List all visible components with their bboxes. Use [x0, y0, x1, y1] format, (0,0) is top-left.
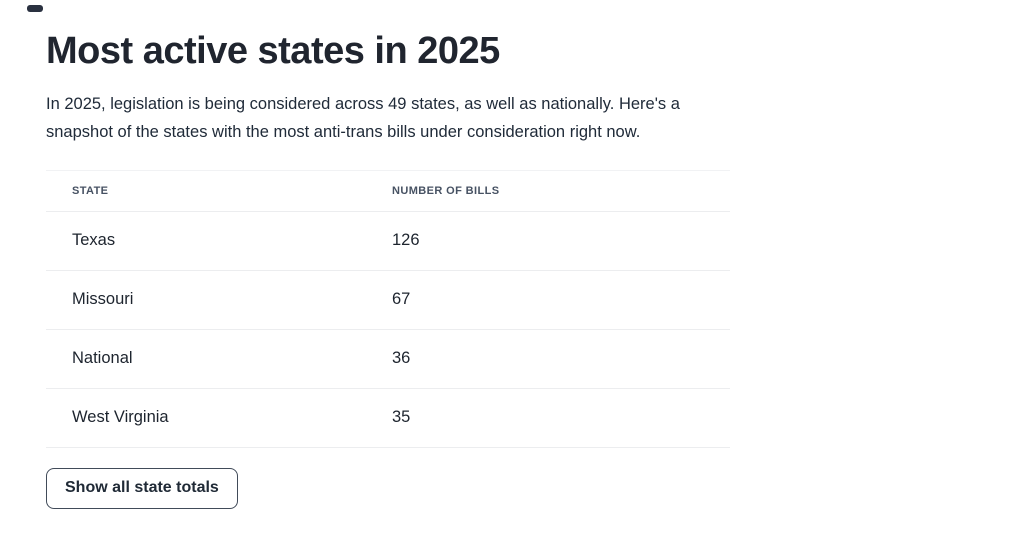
- state-bills-table: STATE NUMBER OF BILLS Texas 126 Missouri…: [46, 169, 730, 448]
- state-name-cell: West Virginia: [72, 408, 169, 427]
- intro-paragraph: In 2025, legislation is being considered…: [46, 90, 730, 146]
- bill-count-cell: 36: [392, 349, 411, 368]
- table-header-row: STATE NUMBER OF BILLS: [46, 171, 730, 211]
- page-title: Most active states in 2025: [46, 30, 500, 72]
- table-row: Texas 126: [46, 210, 730, 270]
- state-name-cell: Texas: [72, 231, 116, 250]
- table-row: West Virginia 35: [46, 387, 730, 447]
- state-name-cell: National: [72, 349, 133, 368]
- table-row: National 36: [46, 328, 730, 388]
- show-all-state-totals-button[interactable]: Show all state totals: [46, 467, 238, 509]
- bill-count-cell: 126: [392, 231, 420, 250]
- state-name-cell: Missouri: [72, 290, 134, 309]
- bill-count-cell: 35: [392, 408, 411, 427]
- table-row: Missouri 67: [46, 269, 730, 329]
- content-section: Most active states in 2025 In 2025, legi…: [46, 0, 730, 509]
- column-header-state: STATE: [72, 184, 109, 197]
- top-left-artifact-mark: [27, 5, 43, 12]
- intro-line-1: In 2025, legislation is being considered…: [46, 94, 680, 113]
- intro-line-2: snapshot of the states with the most ant…: [46, 122, 641, 141]
- column-header-number-of-bills: NUMBER OF BILLS: [392, 184, 500, 197]
- bill-count-cell: 67: [392, 290, 411, 309]
